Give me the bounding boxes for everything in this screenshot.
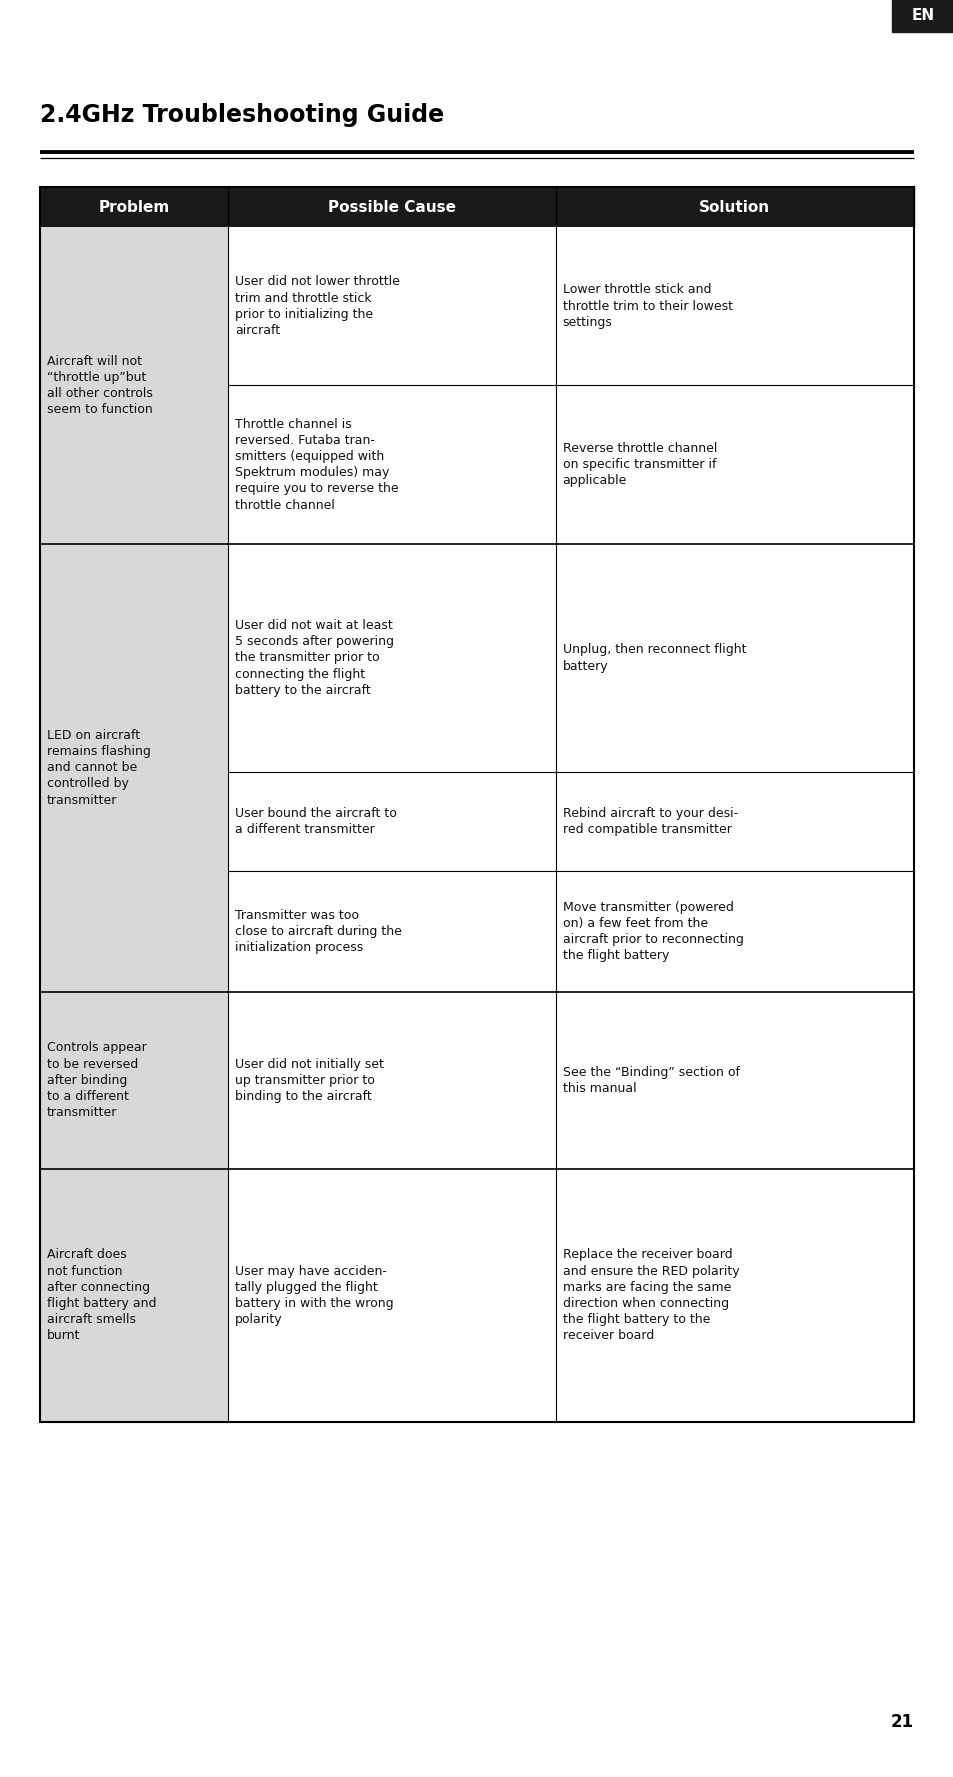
Text: Unplug, then reconnect flight
battery: Unplug, then reconnect flight battery — [562, 643, 745, 672]
Text: Lower throttle stick and
throttle trim to their lowest
settings: Lower throttle stick and throttle trim t… — [562, 284, 732, 329]
Bar — [40, 187, 913, 227]
Text: Possible Cause: Possible Cause — [328, 199, 456, 215]
Text: Rebind aircraft to your desi-
red compatible transmitter: Rebind aircraft to your desi- red compat… — [562, 807, 737, 837]
Bar — [40, 227, 228, 544]
Text: Aircraft does
not function
after connecting
flight battery and
aircraft smells
b: Aircraft does not function after connect… — [47, 1247, 156, 1342]
Text: 21: 21 — [890, 1713, 913, 1731]
Bar — [228, 544, 913, 992]
Bar — [40, 187, 913, 1422]
Bar — [40, 992, 228, 1169]
Text: Replace the receiver board
and ensure the RED polarity
marks are facing the same: Replace the receiver board and ensure th… — [562, 1247, 739, 1342]
Text: Move transmitter (powered
on) a few feet from the
aircraft prior to reconnecting: Move transmitter (powered on) a few feet… — [562, 901, 742, 961]
Text: EN: EN — [910, 9, 934, 23]
Text: User did not lower throttle
trim and throttle stick
prior to initializing the
ai: User did not lower throttle trim and thr… — [234, 275, 399, 338]
Text: User did not wait at least
5 seconds after powering
the transmitter prior to
con: User did not wait at least 5 seconds aft… — [234, 618, 394, 697]
Text: User did not initially set
up transmitter prior to
binding to the aircraft: User did not initially set up transmitte… — [234, 1057, 383, 1104]
Text: Problem: Problem — [98, 199, 170, 215]
Bar — [40, 1169, 228, 1422]
Bar — [228, 227, 913, 544]
Bar — [228, 992, 913, 1169]
Text: LED on aircraft
remains flashing
and cannot be
controlled by
transmitter: LED on aircraft remains flashing and can… — [47, 729, 151, 807]
Text: Solution: Solution — [699, 199, 770, 215]
Text: Transmitter was too
close to aircraft during the
initialization process: Transmitter was too close to aircraft du… — [234, 908, 401, 954]
Text: 2.4GHz Troubleshooting Guide: 2.4GHz Troubleshooting Guide — [40, 103, 444, 126]
Text: See the “Binding” section of
this manual: See the “Binding” section of this manual — [562, 1066, 739, 1095]
Text: Reverse throttle channel
on specific transmitter if
applicable: Reverse throttle channel on specific tra… — [562, 442, 717, 487]
Text: Controls appear
to be reversed
after binding
to a different
transmitter: Controls appear to be reversed after bin… — [47, 1041, 147, 1120]
Text: Throttle channel is
reversed. Futaba tran-
smitters (equipped with
Spektrum modu: Throttle channel is reversed. Futaba tra… — [234, 418, 398, 512]
Text: User may have acciden-
tally plugged the flight
battery in with the wrong
polari: User may have acciden- tally plugged the… — [234, 1265, 394, 1326]
Bar — [891, 0, 953, 32]
Text: User bound the aircraft to
a different transmitter: User bound the aircraft to a different t… — [234, 807, 396, 837]
Bar — [40, 544, 228, 992]
Text: Aircraft will not
“throttle up”but
all other controls
seem to function: Aircraft will not “throttle up”but all o… — [47, 355, 152, 416]
Bar — [228, 1169, 913, 1422]
